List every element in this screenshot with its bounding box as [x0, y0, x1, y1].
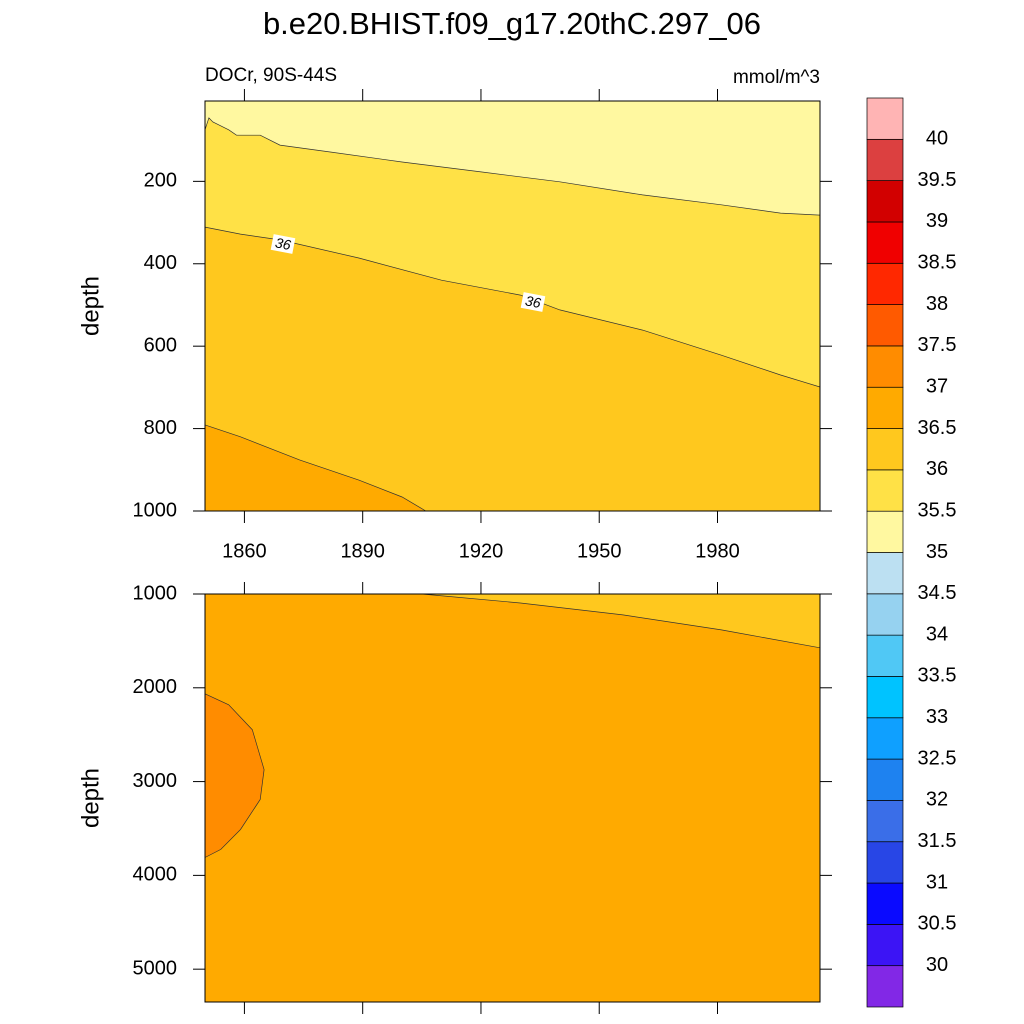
- colorbar-label: 35: [926, 541, 948, 563]
- colorbar-label: 32: [926, 789, 948, 811]
- x-tick-label: 1860: [222, 540, 267, 562]
- contour-line: [204, 693, 265, 858]
- x-tick-label: 1980: [695, 540, 740, 562]
- contour-label-text: 36: [524, 292, 543, 311]
- colorbar-label: 33: [926, 706, 948, 728]
- y-tick-label: 4000: [133, 864, 178, 886]
- contour-line: [421, 593, 821, 649]
- colorbar-label: 30: [926, 954, 948, 976]
- y-tick-label: 800: [144, 417, 177, 439]
- y-tick-label: 3000: [133, 770, 178, 792]
- colorbar-label: 39: [926, 210, 948, 232]
- chart-title: b.e20.BHIST.f09_g17.20thC.297_06: [263, 6, 761, 41]
- colorbar-box: [866, 717, 904, 760]
- contour-line: [204, 424, 426, 512]
- colorbar-box: [866, 758, 904, 801]
- left-string: DOCr, 90S-44S: [205, 65, 337, 86]
- y-axis-label: depth: [77, 768, 104, 828]
- colorbar-label: 31: [926, 871, 948, 893]
- colorbar-box: [866, 510, 904, 553]
- colorbar-box: [866, 676, 904, 719]
- contour-label-text: 36: [274, 234, 293, 253]
- contour-fill: [205, 227, 820, 511]
- colorbar-box: [866, 138, 904, 181]
- y-axis-label: depth: [77, 276, 104, 336]
- colorbar-label: 33.5: [918, 665, 957, 687]
- colorbar-box: [866, 965, 904, 1008]
- colorbar-label: 31.5: [918, 830, 957, 852]
- colorbar-label: 35.5: [918, 499, 957, 521]
- colorbar-label: 32.5: [918, 747, 957, 769]
- x-tick-label: 1950: [577, 540, 622, 562]
- colorbar-label: 34.5: [918, 582, 957, 604]
- colorbar-label: 36: [926, 458, 948, 480]
- y-tick-label: 200: [144, 170, 177, 192]
- colorbar-box: [866, 386, 904, 429]
- colorbar-label: 30.5: [918, 913, 957, 935]
- panel-frame: [204, 593, 821, 1003]
- x-tick-label: 1920: [459, 540, 504, 562]
- colorbar-label: 40: [926, 128, 948, 150]
- colorbar-box: [866, 841, 904, 884]
- colorbar-box: [866, 800, 904, 843]
- colorbar-box: [866, 634, 904, 677]
- colorbar-box: [866, 180, 904, 223]
- colorbar-box: [866, 345, 904, 388]
- contour-label: 36: [520, 292, 546, 312]
- colorbar-label: 36.5: [918, 417, 957, 439]
- contour-label: 36: [270, 234, 296, 254]
- colorbar-label: 34: [926, 623, 948, 645]
- y-tick-label: 2000: [133, 676, 178, 698]
- colorbar-box: [866, 97, 904, 140]
- contour-fill: [205, 693, 265, 858]
- colorbar-box: [866, 552, 904, 595]
- y-tick-label: 1000: [133, 582, 178, 604]
- colorbar-box: [866, 924, 904, 967]
- colorbar-box: [866, 262, 904, 305]
- y-tick-label: 600: [144, 334, 177, 356]
- colorbar-label: 39.5: [918, 169, 957, 191]
- colorbar-box: [866, 428, 904, 471]
- contour-label-box: [270, 234, 296, 254]
- colorbar-box: [866, 221, 904, 264]
- colorbar-label: 38: [926, 293, 948, 315]
- colorbar-label: 37.5: [918, 334, 957, 356]
- contour-label-box: [520, 292, 546, 312]
- panel-frame: [204, 100, 821, 512]
- contour-fill: [205, 424, 426, 511]
- y-tick-label: 1000: [133, 499, 178, 521]
- colorbar-label: 37: [926, 376, 948, 398]
- colorbar-box: [866, 469, 904, 512]
- y-tick-label: 400: [144, 252, 177, 274]
- contour-line: [204, 117, 821, 216]
- panel-background: [205, 594, 820, 1002]
- x-tick-label: 1890: [340, 540, 385, 562]
- colorbar-box: [866, 593, 904, 636]
- right-string: mmol/m^3: [733, 67, 820, 88]
- contour-line: [204, 226, 821, 388]
- y-tick-label: 5000: [133, 957, 178, 979]
- contour-fill: [421, 594, 820, 648]
- colorbar-box: [866, 304, 904, 347]
- colorbar-box: [866, 882, 904, 925]
- colorbar-label: 38.5: [918, 252, 957, 274]
